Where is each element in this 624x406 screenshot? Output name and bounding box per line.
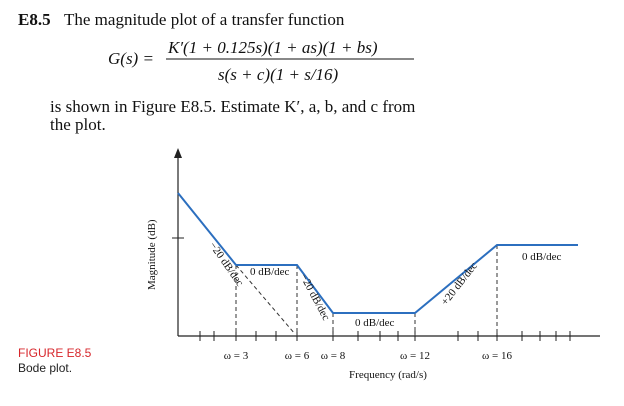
slope-label: +20 dB/dec <box>439 260 480 308</box>
figure-caption: Bode plot. <box>18 361 72 375</box>
slope-label: 0 dB/dec <box>355 317 395 329</box>
x-axis-label: Frequency (rad/s) <box>349 369 427 381</box>
text-line: is shown in Figure E8.5. Estimate K′, a,… <box>50 97 415 116</box>
problem-number: E8.5 <box>18 10 51 29</box>
slope-label: 0 dB/dec <box>522 251 562 263</box>
figure-label: FIGURE E8.5 <box>18 346 92 360</box>
slope-label: −20 dB/dec <box>297 272 332 323</box>
frequency-label: ω = 6 <box>285 350 310 362</box>
y-axis-arrow <box>174 148 182 158</box>
text-line: the plot. <box>50 115 106 134</box>
frequency-label: ω = 3 <box>224 350 249 362</box>
equation-numerator: K′(1 + 0.125s)(1 + as)(1 + bs) <box>167 38 378 57</box>
guide-lines <box>235 245 498 336</box>
frequency-label: ω = 8 <box>321 350 346 362</box>
y-axis-label: Magnitude (dB) <box>146 219 158 290</box>
slope-label: 0 dB/dec <box>250 266 290 278</box>
equation-lhs: G(s) = <box>108 49 154 68</box>
intro-text: The magnitude plot of a transfer functio… <box>64 10 345 29</box>
magnitude-curve <box>177 192 578 314</box>
frequency-label: ω = 12 <box>400 350 430 362</box>
frequency-label: ω = 16 <box>482 350 512 362</box>
equation-denominator: s(s + c)(1 + s/16) <box>218 65 339 84</box>
x-ticks <box>199 331 571 341</box>
